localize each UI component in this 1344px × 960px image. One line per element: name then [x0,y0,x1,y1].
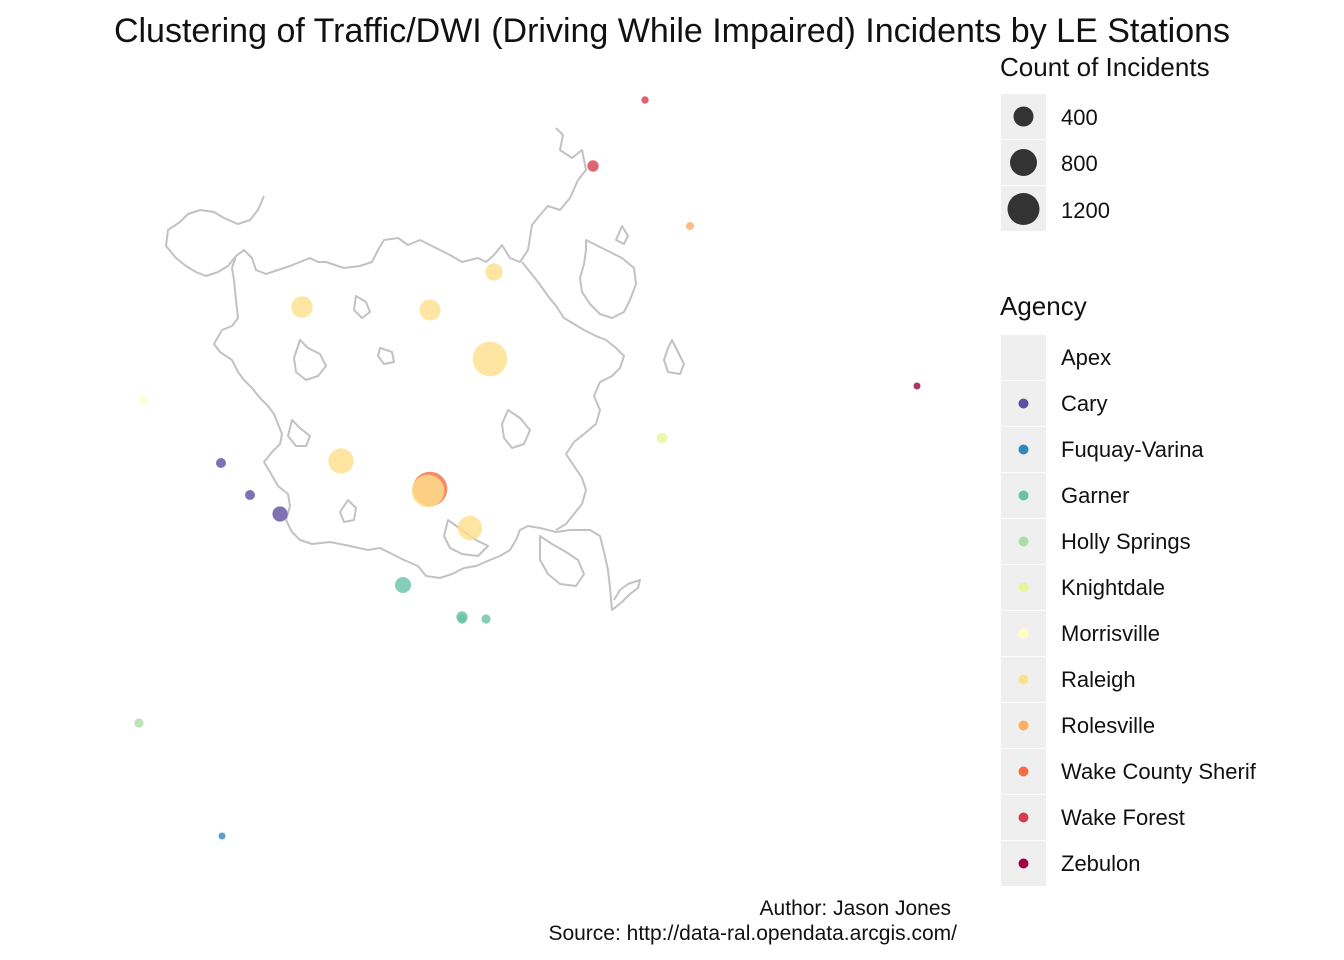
agency-legend-dot-garner [1018,490,1029,501]
incident-point-morrisville [139,396,147,404]
size-legend-label-800: 800 [1061,151,1098,176]
agency-legend-dot-wake-forest [1018,812,1029,823]
incident-point-wake-forest [641,96,649,104]
incident-point-raleigh [328,448,354,474]
agency-legend-label-morrisville: Morrisville [1061,621,1160,646]
incident-point-raleigh [291,296,313,318]
incident-point-knightdale [656,432,668,444]
incident-point-cary [216,458,226,468]
incident-point-raleigh [419,299,441,321]
incident-point-raleigh [472,341,508,377]
size-legend-label-400: 400 [1061,105,1098,130]
size-legend-title: Count of Incidents [1000,52,1210,82]
incident-point-fuquay-varina [218,832,226,840]
incident-point-holly-springs [134,718,144,728]
city-boundary [165,127,685,611]
caption-source: Source: http://data-ral.opendata.arcgis.… [548,922,957,945]
agency-legend-label-knightdale: Knightdale [1061,575,1165,600]
agency-legend-label-raleigh: Raleigh [1061,667,1136,692]
agency-legend-dot-morrisville [1018,628,1029,639]
incident-point-garner [481,614,491,624]
agency-legend-dot-cary [1018,398,1029,409]
incident-point-raleigh [457,515,483,541]
agency-legend-title: Agency [1000,291,1087,321]
caption-author: Author: Jason Jones [760,897,951,920]
agency-legend-label-zebulon: Zebulon [1061,851,1141,876]
incident-point-cary [245,490,255,500]
agency-legend-label-fuquay-varina: Fuquay-Varina [1061,437,1204,462]
agency-legend-label-apex: Apex [1061,345,1111,370]
incident-point-wake-forest [587,160,599,172]
agency-legend-dot-rolesville [1018,720,1029,731]
agency-legend-key-apex [1001,335,1046,380]
incident-point-raleigh [485,263,503,281]
incident-point-cary [272,506,288,522]
agency-legend-label-garner: Garner [1061,483,1129,508]
size-legend-circle-800 [1010,149,1037,176]
agency-legend-label-wake-forest: Wake Forest [1061,805,1185,830]
agency-legend-dot-holly-springs [1018,536,1029,547]
agency-legend-label-rolesville: Rolesville [1061,713,1155,738]
agency-legend-label-wake-county-sherif: Wake County Sherif [1061,759,1257,784]
agency-legend: Agency Apex Cary Fuquay-Varina Garner Holly … [1000,291,1257,886]
size-legend-circle-400 [1013,106,1034,127]
size-legend: Count of Incidents 400 800 1200 [1000,52,1210,231]
chart-title: Clustering of Traffic/DWI (Driving While… [114,12,1230,50]
agency-legend-dot-knightdale [1018,582,1029,593]
incident-point-raleigh [411,474,445,508]
agency-legend-label-holly-springs: Holly Springs [1061,529,1191,554]
incident-point-garner [395,577,411,593]
agency-legend-dot-fuquay-varina [1018,444,1029,455]
agency-legend-dot-raleigh [1018,674,1029,685]
incident-point-zebulon [913,382,921,390]
incident-point-rolesville [686,222,694,230]
agency-legend-dot-zebulon [1018,858,1029,869]
agency-legend-dot-wake-county-sherif [1018,766,1029,777]
size-legend-label-1200: 1200 [1061,198,1110,223]
size-legend-circle-1200 [1007,193,1040,225]
agency-legend-label-cary: Cary [1061,391,1107,416]
incident-points [134,96,921,840]
incident-point-garner [456,611,468,623]
